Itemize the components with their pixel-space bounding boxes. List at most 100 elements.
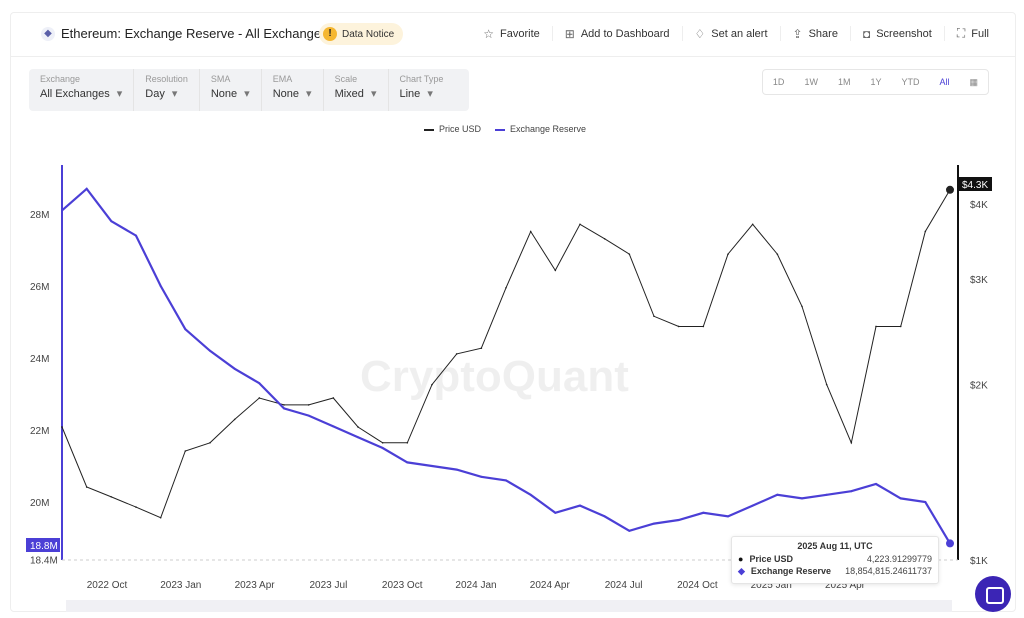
reserve-point — [628, 529, 631, 532]
reserve-point — [332, 425, 335, 428]
tooltip-reserve-value: 18,854,815.24611737 — [845, 566, 932, 576]
reserve-point — [924, 501, 927, 503]
reserve-point — [727, 515, 729, 518]
reserve-point — [850, 490, 853, 493]
y-right-tick: $4K — [970, 200, 988, 211]
set-an-alert-button[interactable]: ♢ Set an alert — [681, 26, 780, 41]
price-point — [505, 286, 507, 289]
screenshot-button[interactable]: ◘ Screenshot — [849, 26, 944, 41]
range-ytd[interactable]: YTD — [901, 77, 920, 87]
reserve-point — [258, 382, 261, 385]
price-point — [406, 441, 409, 444]
add-to-dashboard-button[interactable]: ⊞ Add to Dashboard — [551, 26, 682, 41]
y-left-tick: 26M — [30, 282, 49, 293]
range-1w[interactable]: 1W — [804, 77, 818, 87]
price-point — [357, 426, 359, 428]
favorite-button[interactable]: ☆ Favorite — [483, 26, 540, 41]
price-point — [529, 230, 532, 233]
reserve-point — [505, 479, 507, 482]
reserve-point — [776, 493, 779, 496]
watermark: CryptoQuant — [360, 352, 629, 401]
right-current-label: $4.3K — [962, 180, 988, 191]
price-point — [653, 315, 655, 318]
ema-select[interactable]: EMA None — [262, 69, 324, 111]
x-tick: 2024 Apr — [530, 580, 571, 591]
legend-price[interactable]: Price USD — [424, 124, 481, 134]
reserve-point — [233, 367, 236, 370]
y-left-tick: 18.4M — [30, 556, 58, 567]
price-point — [946, 185, 954, 194]
price-point — [184, 450, 187, 452]
price-point — [702, 325, 705, 328]
x-tick: 2025 Jan — [751, 580, 792, 591]
reserve-point — [946, 539, 954, 548]
range-1d[interactable]: 1D — [772, 77, 785, 87]
share-icon: ⇪ — [792, 26, 803, 41]
price-point — [776, 253, 779, 255]
reserve-point — [751, 504, 754, 507]
range-all[interactable]: All — [939, 77, 950, 87]
price-point — [751, 223, 754, 226]
price-point — [283, 404, 285, 406]
range-1y[interactable]: 1Y — [870, 77, 882, 87]
price-point — [233, 418, 236, 421]
fullscreen-icon: ⛶ — [956, 26, 966, 40]
price-point — [628, 253, 631, 255]
price-point — [159, 516, 162, 519]
exchange-select[interactable]: Exchange All Exchanges — [29, 69, 135, 111]
reserve-point — [455, 468, 458, 471]
range-1m[interactable]: 1M — [837, 77, 851, 87]
reserve-point — [184, 328, 187, 331]
reserve-point — [579, 504, 581, 507]
y-left-tick: 20M — [30, 498, 49, 509]
price-point — [431, 383, 433, 386]
price-point — [677, 325, 680, 328]
reserve-point — [159, 285, 162, 287]
page-title: Ethereum: Exchange Reserve - All Exchang… — [61, 26, 328, 41]
reserve-point — [283, 407, 285, 410]
legend-reserve[interactable]: Exchange Reserve — [495, 124, 586, 134]
full-button[interactable]: ⛶ Full — [943, 26, 1001, 41]
reserve-point — [110, 220, 113, 223]
reserve-point — [554, 511, 557, 514]
reserve-point — [61, 209, 63, 212]
reserve-point — [529, 493, 532, 496]
reserve-point — [603, 515, 606, 518]
star-icon: ☆ — [483, 26, 495, 41]
ethereum-icon: ◆ — [41, 27, 55, 41]
price-point — [579, 223, 581, 226]
tooltip-price-value: 4,223.91299779 — [866, 554, 932, 564]
resolution-select[interactable]: Resolution Day — [134, 69, 200, 111]
scale-select[interactable]: Scale Mixed — [324, 69, 389, 111]
reserve-point — [85, 187, 88, 190]
tooltip-price-label: Price USD — [749, 554, 793, 564]
price-point — [85, 486, 88, 488]
calendar-icon[interactable]: ▦ — [969, 76, 978, 87]
bell-icon: ♢ — [694, 26, 706, 41]
reserve-point — [677, 519, 680, 521]
price-line — [61, 189, 951, 519]
x-tick: 2023 Apr — [235, 580, 276, 591]
price-point — [554, 269, 557, 272]
header: ◆ Ethereum: Exchange Reserve - All Excha… — [11, 13, 1015, 57]
chart-legend: Price USD Exchange Reserve — [424, 124, 586, 134]
range-navigator[interactable] — [66, 600, 952, 612]
x-tick: 2024 Jul — [605, 580, 643, 591]
price-point — [850, 441, 853, 444]
x-tick: 2024 Oct — [677, 580, 718, 591]
data-notice-badge[interactable]: ! Data Notice — [319, 23, 404, 45]
chart-type-select[interactable]: Chart Type Line — [389, 69, 455, 111]
share-button[interactable]: ⇪ Share — [779, 26, 850, 41]
chat-button[interactable] — [975, 576, 1011, 612]
reserve-point — [825, 493, 828, 496]
sma-select[interactable]: SMA None — [200, 69, 262, 111]
chart-card: ◆ Ethereum: Exchange Reserve - All Excha… — [10, 12, 1016, 612]
price-point — [110, 496, 113, 498]
reserve-line — [61, 187, 951, 544]
left-current-label: 18.8M — [30, 541, 58, 552]
x-tick: 2022 Oct — [87, 580, 128, 591]
price-point — [801, 305, 803, 308]
x-tick: 2023 Oct — [382, 580, 423, 591]
tooltip-reserve-label: Exchange Reserve — [750, 566, 831, 576]
